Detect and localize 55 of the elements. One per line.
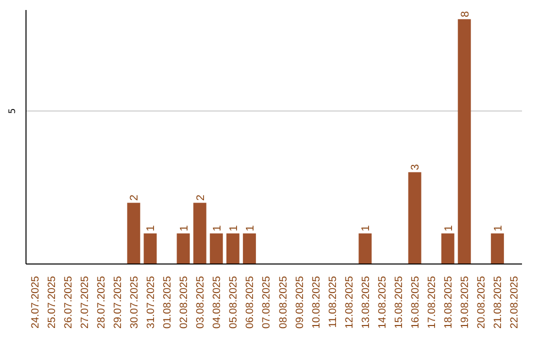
data-label: 1 bbox=[178, 225, 190, 232]
x-tick-label: 28.07.2025 bbox=[95, 276, 108, 329]
bar bbox=[441, 233, 454, 264]
x-tick-label: 24.07.2025 bbox=[29, 276, 42, 329]
x-tick-label: 04.08.2025 bbox=[211, 276, 224, 329]
x-tick-label: 11.08.2025 bbox=[326, 276, 339, 328]
x-tick-label: 31.07.2025 bbox=[145, 276, 157, 329]
x-tick-label: 12.08.2025 bbox=[343, 276, 356, 329]
bar bbox=[490, 233, 504, 264]
x-tick-label: 25.07.2025 bbox=[46, 276, 58, 329]
bar bbox=[144, 233, 157, 264]
x-tick-label: 20.08.2025 bbox=[476, 276, 488, 329]
x-tick-label: 14.08.2025 bbox=[376, 276, 388, 329]
x-tick-label: 17.08.2025 bbox=[426, 276, 438, 329]
data-label: 1 bbox=[145, 225, 158, 232]
bar bbox=[127, 202, 140, 264]
x-tick-label: 06.08.2025 bbox=[244, 276, 256, 329]
bar bbox=[193, 202, 206, 264]
data-label: 8 bbox=[459, 11, 472, 18]
data-label: 2 bbox=[194, 194, 207, 201]
data-label: 3 bbox=[410, 164, 422, 170]
x-tick-label: 29.07.2025 bbox=[112, 276, 124, 329]
data-label: 1 bbox=[492, 225, 504, 232]
data-label: 1 bbox=[442, 225, 455, 232]
y-tick-label: 5 bbox=[8, 108, 18, 114]
bar bbox=[408, 172, 422, 264]
bar bbox=[242, 233, 256, 264]
data-label: 1 bbox=[228, 225, 240, 232]
x-tick-label: 08.08.2025 bbox=[277, 276, 290, 329]
x-tick-label: 16.08.2025 bbox=[410, 276, 422, 329]
x-tick-label: 22.08.2025 bbox=[508, 276, 521, 329]
x-tick-label: 13.08.2025 bbox=[360, 276, 372, 329]
x-tick-label: 01.08.2025 bbox=[162, 276, 174, 329]
bar bbox=[358, 233, 372, 264]
x-tick-label: 05.08.2025 bbox=[228, 276, 240, 329]
x-tick-label: 30.07.2025 bbox=[128, 276, 140, 329]
x-tick-label: 15.08.2025 bbox=[393, 276, 405, 329]
x-tick-label: 09.08.2025 bbox=[294, 276, 306, 329]
bar bbox=[210, 233, 223, 264]
x-tick-label: 10.08.2025 bbox=[310, 276, 322, 329]
data-label: 2 bbox=[128, 194, 141, 201]
data-label: 1 bbox=[244, 225, 256, 232]
bar bbox=[458, 19, 471, 264]
x-tick-label: 03.08.2025 bbox=[194, 276, 207, 329]
bar bbox=[226, 233, 240, 264]
x-tick-label: 21.08.2025 bbox=[492, 276, 504, 329]
x-tick-label: 26.07.2025 bbox=[62, 276, 74, 329]
x-tick-label: 07.08.2025 bbox=[260, 276, 273, 329]
data-label: 1 bbox=[211, 225, 224, 232]
x-tick-label: 19.08.2025 bbox=[459, 276, 472, 329]
bar bbox=[176, 233, 190, 264]
x-tick-label: 18.08.2025 bbox=[442, 276, 455, 329]
x-tick-label: 27.07.2025 bbox=[78, 276, 91, 329]
data-label: 1 bbox=[360, 225, 372, 232]
x-tick-label: 02.08.2025 bbox=[178, 276, 190, 329]
